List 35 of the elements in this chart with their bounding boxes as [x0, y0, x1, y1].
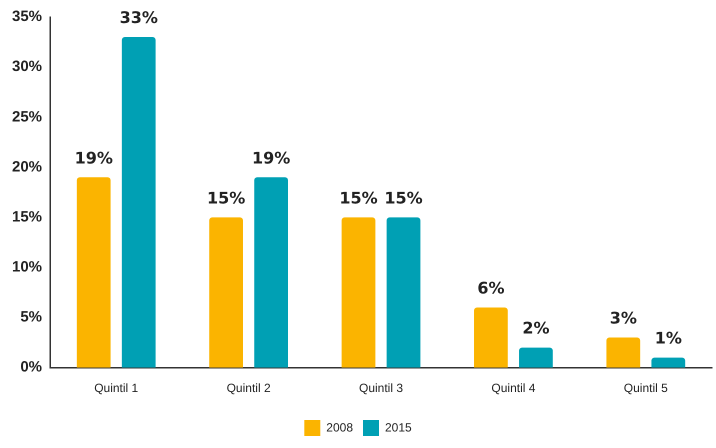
bar	[122, 37, 156, 368]
bar	[386, 217, 420, 368]
y-tick-label: 20%	[12, 158, 42, 176]
data-label: 1%	[654, 328, 682, 348]
data-label: 15%	[339, 188, 378, 208]
y-tick-label: 10%	[12, 258, 42, 276]
bar	[519, 348, 553, 368]
y-tick-label: 25%	[12, 108, 42, 126]
data-label: 15%	[206, 188, 246, 208]
data-label: 19%	[252, 148, 290, 168]
x-tick-label: Quintil 3	[358, 381, 404, 396]
x-tick-label: Quintil 5	[624, 381, 668, 396]
bar	[76, 177, 111, 368]
x-tick-label: Quintil 1	[94, 381, 139, 396]
legend-label: 2015	[385, 420, 412, 434]
x-tick-label: Quintil 2	[226, 381, 271, 396]
bar	[474, 307, 508, 368]
x-tick-label: Quintil 4	[491, 381, 536, 396]
bar	[209, 217, 243, 368]
bar	[342, 217, 376, 368]
data-label: 2%	[522, 318, 550, 338]
data-label: 3%	[610, 308, 637, 328]
bar	[606, 338, 640, 368]
data-label: 6%	[477, 278, 504, 298]
data-label: 15%	[384, 188, 423, 208]
y-tick-label: 30%	[12, 58, 42, 76]
data-label: 19%	[74, 148, 113, 168]
bar	[254, 177, 288, 368]
legend-label: 2008	[326, 420, 354, 434]
data-label: 33%	[120, 8, 158, 28]
y-tick-label: 35%	[12, 8, 42, 26]
y-tick-label: 0%	[20, 358, 42, 376]
y-tick-label: 15%	[12, 208, 42, 226]
y-tick-label: 5%	[20, 308, 42, 326]
bar	[651, 358, 686, 368]
